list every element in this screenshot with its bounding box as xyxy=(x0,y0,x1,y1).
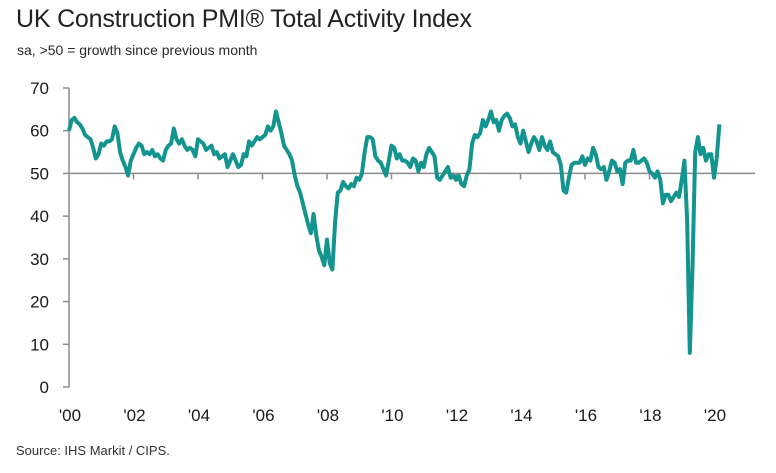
x-tick-label: '08 xyxy=(317,406,339,425)
series-group xyxy=(67,109,722,355)
x-tick-label: '14 xyxy=(510,406,532,425)
y-tick-label: 60 xyxy=(30,122,49,141)
x-tick-label: '16 xyxy=(575,406,597,425)
x-tick-label: '12 xyxy=(446,406,468,425)
x-tick-label: '20 xyxy=(704,406,726,425)
tick-labels: 0 10 20 30 40 50 60 70 '00 '02 '04 '06 '08 '10 '12 '14 '… xyxy=(30,79,726,425)
y-tick-label: 50 xyxy=(30,164,49,183)
y-tick-label: 10 xyxy=(30,335,49,354)
chart-title: UK Construction PMI® Total Activity Inde… xyxy=(16,5,472,33)
x-tick-label: '10 xyxy=(381,406,403,425)
axes xyxy=(63,87,70,388)
y-tick-label: 20 xyxy=(30,293,49,312)
y-tick-label: 40 xyxy=(30,207,49,226)
source-note: Source: IHS Markit / CIPS. xyxy=(16,443,170,458)
x-tick-label: '18 xyxy=(639,406,661,425)
y-tick-label: 30 xyxy=(30,250,49,269)
y-tick-label: 0 xyxy=(40,378,49,397)
x-tick-label: '02 xyxy=(123,406,145,425)
y-tick-label: 70 xyxy=(30,79,49,98)
x-tick-label: '00 xyxy=(59,406,81,425)
chart-subtitle: sa, >50 = growth since previous month xyxy=(17,42,258,58)
x-tick-label: '06 xyxy=(252,406,274,425)
x-tick-label: '04 xyxy=(188,406,210,425)
series-line xyxy=(67,109,722,355)
